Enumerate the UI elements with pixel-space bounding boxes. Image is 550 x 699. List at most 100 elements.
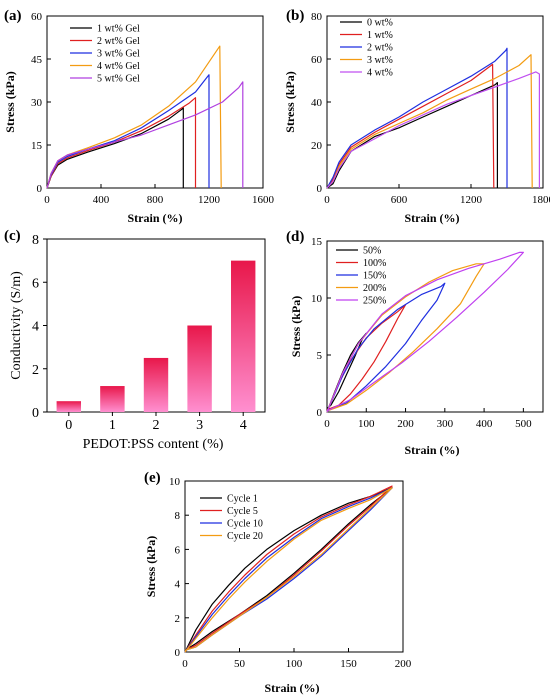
series-line (326, 63, 495, 189)
plot-frame (326, 15, 544, 189)
bar (143, 357, 169, 412)
panel-d: (d) 0 100 200 300 400 500 0 5 10 15 Strain (%) Stres… (286, 229, 544, 457)
x-axis-label: Strain (%) (405, 211, 460, 225)
y-tick-label: 20 (311, 140, 323, 152)
x-axis-label: PEDOT:PSS content (%) (83, 437, 224, 452)
legend-label: 0 wt% (367, 18, 393, 29)
y-tick-label: 15 (31, 140, 43, 152)
y-tick-label: 0 (32, 406, 39, 421)
x-tick-label: 1200 (460, 194, 483, 206)
y-tick-label: 30 (31, 97, 43, 109)
y-tick-label: 60 (31, 11, 43, 23)
plot-frame (46, 15, 264, 189)
legend-label: 2 wt% (367, 43, 393, 54)
bar (100, 386, 125, 412)
legend-label: 4 wt% (367, 68, 393, 79)
x-tick-label: 4 (240, 418, 247, 433)
y-tick-label: 2 (175, 613, 181, 625)
series-line (184, 485, 393, 653)
legend-label: 150% (363, 271, 386, 282)
y-tick-label: 4 (175, 579, 181, 591)
legend-label: 2 wt% Gel (97, 36, 140, 47)
y-tick-label: 5 (317, 350, 323, 362)
series-line (326, 81, 498, 189)
legend-label: 50% (363, 246, 381, 257)
legend-label: 100% (363, 258, 386, 269)
series-line (184, 487, 393, 653)
series-line (46, 81, 244, 189)
y-tick-label: 15 (311, 236, 323, 248)
y-tick-label: 6 (32, 276, 39, 291)
x-tick-label: 400 (93, 194, 110, 206)
x-axis-label: Strain (%) (128, 211, 183, 225)
x-tick-label: 0 (44, 194, 50, 206)
x-axis-label: Strain (%) (405, 443, 460, 457)
x-tick-label: 100 (358, 418, 375, 430)
y-tick-label: 2 (32, 363, 39, 378)
legend-label: Cycle 10 (227, 519, 263, 530)
series-line (326, 282, 446, 413)
y-tick-label: 4 (32, 320, 39, 335)
legend-label: 200% (363, 283, 386, 294)
y-tick-label: 45 (31, 54, 43, 66)
y-tick-label: 0 (317, 407, 323, 419)
x-tick-label: 400 (476, 418, 493, 430)
series-line (326, 304, 407, 413)
panel-label: (a) (4, 8, 22, 24)
y-axis-label: Conductivity (S/m) (9, 271, 24, 380)
x-tick-label: 50 (234, 658, 246, 670)
y-tick-label: 8 (32, 233, 39, 248)
panel-e: (e) 0 50 100 150 200 0 2 4 6 8 10 Strain (%) Stress (… (144, 470, 412, 695)
x-tick-label: 100 (286, 658, 303, 670)
y-tick-label: 8 (175, 510, 181, 522)
x-tick-label: 1200 (198, 194, 221, 206)
y-tick-label: 10 (311, 293, 323, 305)
x-tick-label: 600 (391, 194, 408, 206)
panel-label: (b) (286, 8, 304, 24)
x-tick-label: 3 (196, 418, 203, 433)
y-tick-label: 40 (311, 97, 323, 109)
panel-label: (d) (286, 229, 304, 245)
x-tick-label: 200 (395, 658, 412, 670)
legend-label: 3 wt% Gel (97, 49, 140, 60)
series-line (326, 251, 525, 413)
y-tick-label: 10 (169, 476, 181, 488)
legend-label: Cycle 1 (227, 494, 258, 505)
series-line (326, 71, 541, 189)
legend-label: Cycle 5 (227, 506, 258, 517)
x-tick-label: 0 (65, 418, 72, 433)
panel-label: (e) (144, 470, 161, 486)
panel-label: (c) (4, 228, 21, 244)
legend-label: 3 wt% (367, 55, 393, 66)
x-tick-label: 1600 (252, 194, 275, 206)
y-tick-label: 80 (311, 11, 323, 23)
panel-c: (c) 0 1 2 3 4 0 2 4 6 8 PEDOT:PSS content (%) Conduc… (4, 228, 266, 452)
y-axis-label: Stress (kPa) (289, 296, 303, 357)
series-line (184, 487, 393, 653)
y-tick-label: 0 (317, 183, 323, 195)
series-line (326, 54, 533, 189)
y-tick-label: 0 (175, 647, 181, 659)
x-tick-label: 1 (109, 418, 116, 433)
x-axis-label: Strain (%) (265, 681, 320, 695)
series-line (326, 47, 508, 189)
bar (230, 260, 256, 412)
series-line (46, 74, 210, 189)
x-tick-label: 0 (182, 658, 188, 670)
plot-frame (326, 240, 544, 413)
legend-label: 250% (363, 296, 386, 307)
series-line (326, 263, 485, 413)
x-tick-label: 2 (153, 418, 160, 433)
x-tick-label: 200 (397, 418, 414, 430)
series-line (46, 97, 197, 189)
y-axis-label: Stress (kPa) (283, 71, 297, 132)
bar (56, 401, 82, 412)
x-tick-label: 300 (437, 418, 454, 430)
legend-label: 5 wt% Gel (97, 74, 140, 85)
x-tick-label: 0 (324, 418, 330, 430)
y-tick-label: 0 (37, 183, 43, 195)
bar (187, 325, 212, 412)
